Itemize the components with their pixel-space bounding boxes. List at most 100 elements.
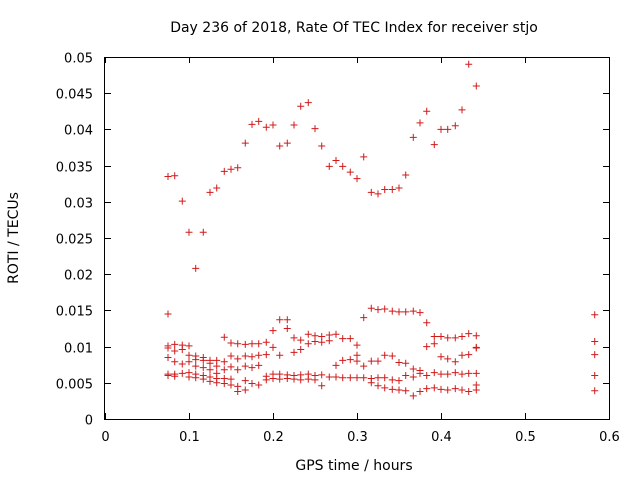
- data-point-medium: [220, 333, 228, 341]
- data-point-low: [241, 352, 249, 360]
- data-point-baseline: [255, 381, 263, 389]
- data-point-low: [472, 344, 480, 352]
- data-point-baseline: [409, 392, 417, 400]
- data-point-medium: [290, 334, 298, 342]
- data-point-baseline: [199, 375, 207, 383]
- data-point-low: [185, 358, 193, 366]
- data-point-baseline: [395, 386, 403, 394]
- data-point-high: [465, 60, 473, 68]
- data-point-medium: [332, 330, 340, 338]
- data-point-medium: [234, 340, 242, 348]
- y-tick-labels: 0 0.005 0.01 0.015 0.02 0.025 0.03 0.035 0.04 0.0…: [56, 52, 93, 429]
- data-point-baseline: [318, 382, 326, 390]
- data-point-low: [591, 351, 599, 359]
- data-point-low: [402, 359, 410, 367]
- data-point-high: [409, 133, 417, 141]
- data-point-high: [318, 142, 326, 150]
- data-point-low: [269, 343, 277, 351]
- data-point-low: [220, 366, 228, 374]
- data-point-high: [220, 167, 228, 175]
- chart-title: Day 236 of 2018, Rate Of TEC Index for r…: [170, 20, 538, 36]
- data-point-medium: [171, 340, 179, 348]
- data-point-high: [255, 117, 263, 125]
- data-point-medium: [185, 342, 193, 350]
- data-point-medium: [339, 335, 347, 343]
- data-point-medium: [241, 340, 249, 348]
- data-point-high: [423, 107, 431, 115]
- data-point-high: [192, 264, 200, 272]
- data-point-medium: [297, 336, 305, 344]
- data-point-medium: [423, 319, 431, 327]
- data-point-low: [283, 325, 291, 332]
- data-point-high: [234, 164, 242, 172]
- data-point-medium: [381, 305, 389, 313]
- data-point-high: [304, 99, 312, 107]
- data-point-low: [255, 361, 263, 369]
- data-point-low: [178, 345, 186, 353]
- data-point-low: [227, 352, 235, 360]
- data-point-high: [332, 157, 340, 165]
- y-tick-label: 0.05: [64, 52, 93, 67]
- data-point-high: [290, 121, 298, 129]
- data-point-baseline: [591, 372, 599, 380]
- data-point-high: [241, 139, 249, 147]
- data-point-baseline: [430, 369, 438, 377]
- data-point-low: [374, 357, 382, 365]
- data-point-baseline: [472, 386, 480, 394]
- data-point-low: [192, 356, 200, 364]
- data-point-low: [388, 352, 396, 360]
- data-point-baseline: [388, 376, 396, 384]
- data-point-high: [283, 139, 291, 147]
- data-point-baseline: [325, 373, 333, 381]
- data-point-baseline: [437, 385, 445, 393]
- data-point-medium: [458, 332, 466, 340]
- data-point-low: [262, 351, 270, 359]
- data-point-medium: [255, 340, 263, 348]
- data-point-baseline: [423, 385, 431, 393]
- data-point-baseline: [381, 374, 389, 382]
- data-point-high: [248, 120, 256, 128]
- y-tick-label: 0.02: [64, 269, 93, 284]
- data-point-low: [171, 347, 179, 355]
- data-point-baseline: [178, 369, 186, 377]
- data-point-baseline: [381, 384, 389, 392]
- data-point-low: [353, 357, 361, 365]
- data-point-high: [458, 106, 466, 114]
- y-tick-label: 0.045: [56, 88, 93, 103]
- data-point-medium: [416, 309, 424, 317]
- data-point-baseline: [206, 377, 214, 385]
- data-point-high: [353, 175, 361, 183]
- data-point-high: [430, 141, 438, 149]
- data-point-baseline: [416, 387, 424, 395]
- data-point-baseline: [360, 374, 368, 382]
- data-point-high: [213, 184, 221, 192]
- data-point-high: [206, 188, 214, 196]
- data-point-baseline: [416, 369, 424, 377]
- data-point-baseline: [171, 372, 179, 380]
- plot-frame: [104, 57, 610, 420]
- data-point-medium: [276, 316, 284, 324]
- x-tick-labels: 0 0.1 0.2 0.3 0.4 0.5 0.6: [101, 430, 619, 445]
- data-point-high: [388, 185, 396, 193]
- data-point-low: [178, 360, 186, 368]
- data-point-high: [262, 123, 270, 131]
- data-point-low: [409, 365, 417, 373]
- data-point-high: [171, 172, 179, 180]
- data-point-baseline: [437, 370, 445, 378]
- data-point-low: [395, 359, 403, 367]
- data-point-high: [367, 188, 375, 196]
- data-point-high: [451, 122, 459, 130]
- data-point-low: [437, 353, 445, 361]
- data-point-medium: [444, 334, 452, 342]
- data-point-medium: [591, 311, 599, 319]
- data-point-baseline: [269, 374, 277, 382]
- data-point-baseline: [374, 382, 382, 390]
- data-point-medium: [367, 304, 375, 312]
- data-point-medium: [304, 330, 312, 338]
- data-point-baseline: [388, 385, 396, 393]
- data-point-high: [374, 190, 382, 198]
- x-tick-label: 0.6: [599, 430, 620, 445]
- data-point-low: [430, 340, 438, 348]
- data-point-baseline: [213, 379, 221, 387]
